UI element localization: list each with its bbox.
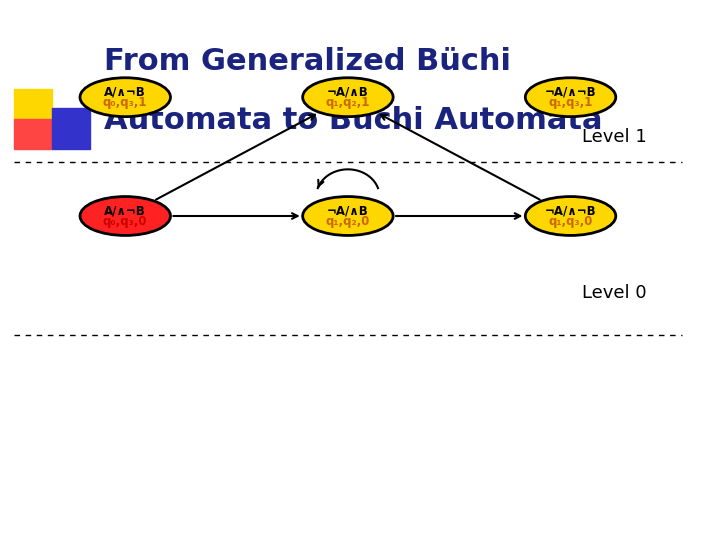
Text: q₁,q₂,1: q₁,q₂,1 [325, 96, 370, 109]
Text: ¬A/∧B: ¬A/∧B [327, 86, 369, 99]
Text: q₁,q₃,1: q₁,q₃,1 [549, 96, 593, 109]
Ellipse shape [302, 78, 393, 117]
Ellipse shape [80, 197, 171, 235]
Ellipse shape [302, 197, 393, 235]
Text: ¬A/∧B: ¬A/∧B [327, 205, 369, 218]
Text: q₁,q₃,0: q₁,q₃,0 [549, 214, 593, 227]
Bar [52, 108, 91, 148]
Text: Level 1: Level 1 [582, 128, 647, 146]
Text: Level 0: Level 0 [582, 285, 647, 302]
Text: A/∧¬B: A/∧¬B [104, 205, 146, 218]
Ellipse shape [526, 78, 616, 117]
Text: ¬A/∧¬B: ¬A/∧¬B [545, 205, 596, 218]
Bar [14, 119, 52, 148]
Text: q₀,q₃,1: q₀,q₃,1 [103, 96, 148, 109]
Bar [14, 89, 52, 119]
Text: From Generalized Büchi: From Generalized Büchi [104, 46, 511, 76]
Text: q₀,q₃,0: q₀,q₃,0 [103, 214, 148, 227]
Text: ¬A/∧¬B: ¬A/∧¬B [545, 86, 596, 99]
Text: A/∧¬B: A/∧¬B [104, 86, 146, 99]
Ellipse shape [80, 78, 171, 117]
Ellipse shape [526, 197, 616, 235]
Text: q₁,q₂,0: q₁,q₂,0 [325, 214, 370, 227]
Text: Automata to Büchi Automata: Automata to Büchi Automata [104, 106, 603, 135]
